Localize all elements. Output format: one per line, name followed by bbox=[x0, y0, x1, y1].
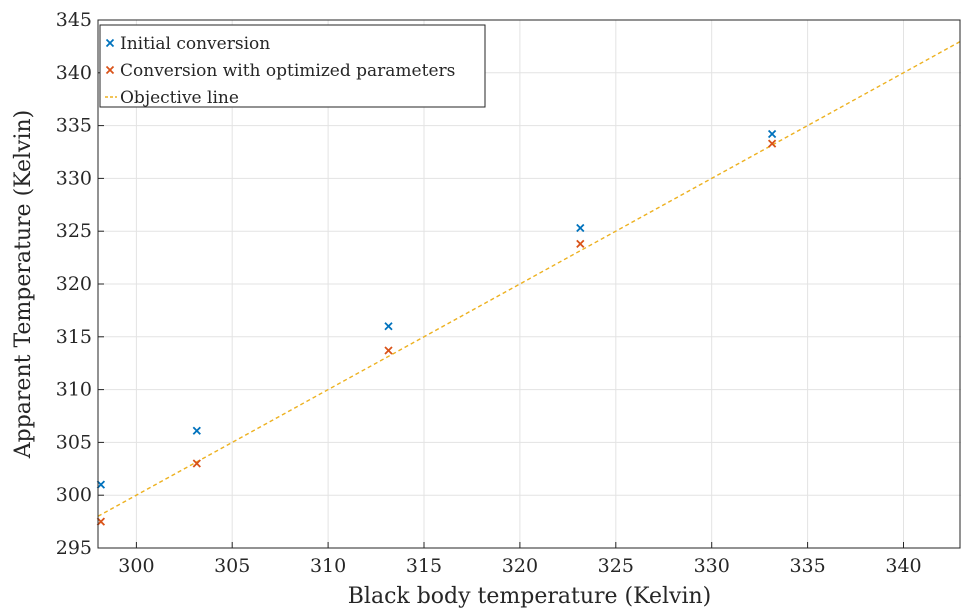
y-tick-label: 300 bbox=[56, 484, 92, 506]
x-tick-label: 330 bbox=[694, 555, 730, 577]
data-point-series-2 bbox=[96, 517, 106, 526]
y-tick-label: 310 bbox=[56, 379, 92, 401]
legend-marker-swatch bbox=[105, 38, 115, 48]
y-tick-label: 320 bbox=[56, 273, 92, 295]
y-tick-label: 335 bbox=[56, 115, 92, 137]
y-axis-label: Apparent Temperature (Kelvin) bbox=[11, 110, 36, 460]
legend-box bbox=[99, 24, 486, 108]
data-point-series-1 bbox=[576, 223, 585, 233]
legend-item-label: Conversion with optimized parameters bbox=[120, 61, 455, 81]
legend-item-label: Objective line bbox=[120, 88, 239, 108]
legend: Initial conversion Conversion with optimi… bbox=[99, 24, 486, 108]
legend-marker-swatch bbox=[105, 65, 115, 75]
x-tick-label: 315 bbox=[406, 555, 442, 577]
legend-item-label: Initial conversion bbox=[120, 34, 270, 54]
data-point-series-1 bbox=[192, 426, 201, 435]
plot-series bbox=[96, 40, 961, 526]
data-point-series-1 bbox=[96, 480, 106, 489]
grid-lines bbox=[98, 19, 961, 549]
y-tick-label: 325 bbox=[56, 220, 92, 242]
axis-ticks: 300 305 310 315 320 325 330 335 340 295 300 305 310 3… bbox=[56, 9, 922, 577]
y-tick-label: 295 bbox=[56, 537, 92, 559]
y-tick-label: 330 bbox=[56, 167, 92, 189]
y-tick-label: 340 bbox=[56, 62, 92, 84]
data-point-series-2 bbox=[384, 346, 393, 355]
y-tick-label: 305 bbox=[56, 431, 92, 453]
y-tick-label: 345 bbox=[56, 9, 92, 31]
data-point-series-2 bbox=[767, 139, 777, 148]
data-point-series-1 bbox=[384, 322, 393, 331]
x-axis-label: Black body temperature (Kelvin) bbox=[348, 584, 712, 609]
x-tick-label: 305 bbox=[214, 555, 250, 577]
x-tick-label: 340 bbox=[885, 555, 921, 577]
objective-line bbox=[97, 40, 961, 517]
y-tick-label: 315 bbox=[56, 326, 92, 348]
x-tick-label: 325 bbox=[598, 555, 634, 577]
x-tick-label: 320 bbox=[502, 555, 538, 577]
data-point-series-1 bbox=[767, 129, 777, 139]
data-point-series-2 bbox=[192, 459, 201, 468]
x-tick-label: 310 bbox=[310, 555, 346, 577]
data-point-series-2 bbox=[576, 239, 585, 249]
x-tick-label: 335 bbox=[789, 555, 825, 577]
x-tick-label: 300 bbox=[118, 555, 154, 577]
